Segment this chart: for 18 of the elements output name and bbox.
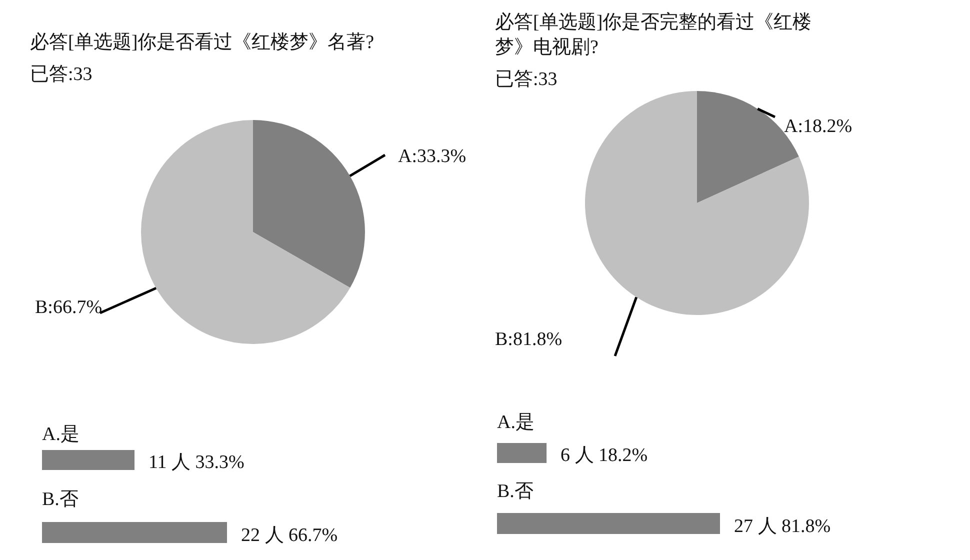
chart-title: 必答[单选题]你是否看过《红楼梦》名著? — [30, 32, 374, 53]
chart-subtitle: 已答:33 — [495, 69, 558, 90]
y-tick-label: A.是 — [42, 424, 80, 445]
data-label: 22 人 66.7% — [241, 525, 338, 546]
data-label: B:81.8% — [495, 329, 562, 350]
data-label: B:66.7% — [35, 297, 102, 318]
chart-title: 必答[单选题]你是否完整的看过《红楼梦》电视剧? — [495, 11, 812, 58]
data-label: A:33.3% — [398, 146, 466, 167]
y-tick-label: A.是 — [497, 412, 534, 433]
data-label: 27 人 81.8% — [734, 516, 831, 537]
chart-subtitle: 已答:33 — [30, 64, 92, 85]
data-label: 11 人 33.3% — [148, 452, 245, 473]
pie-slice — [141, 120, 350, 344]
y-tick-label: B.否 — [497, 481, 534, 502]
data-label: 6 人 18.2% — [560, 445, 648, 466]
y-tick-label: B.否 — [42, 489, 78, 510]
data-label: A:18.2% — [784, 116, 852, 137]
pie-slice — [253, 120, 365, 288]
